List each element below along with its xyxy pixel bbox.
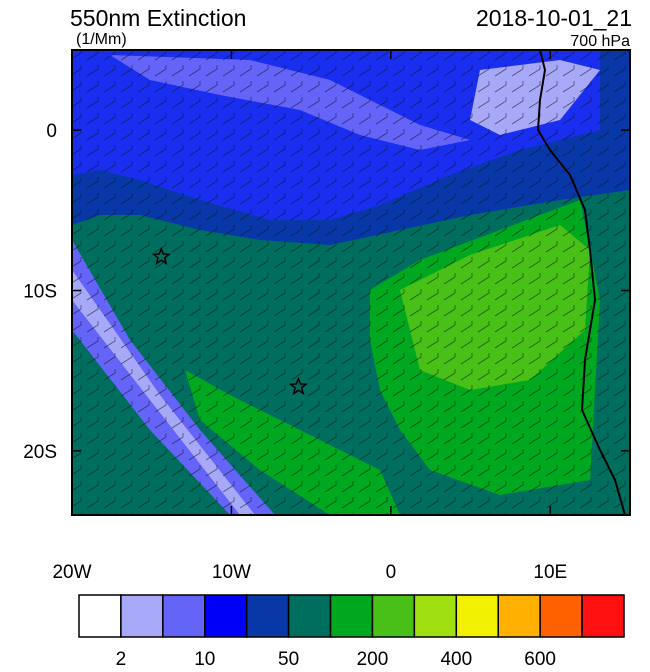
colorbar-label: 10 <box>194 649 215 667</box>
site-marker <box>151 246 171 265</box>
site-marker <box>288 376 308 395</box>
colorbar-box <box>329 594 374 638</box>
colorbar-box <box>539 594 583 638</box>
field <box>72 50 630 515</box>
units: (1/Mm) <box>76 31 127 48</box>
colorbar-box <box>204 594 248 638</box>
time: 2018-10-01_21 <box>476 5 632 31</box>
x-tick-label: 20W <box>52 562 91 583</box>
colorbar-box <box>371 594 416 638</box>
y-tick-label: 10S <box>23 282 57 303</box>
colorbar-label: 50 <box>278 649 299 667</box>
colorbar-box <box>78 594 122 638</box>
axes: 20W 10W 0 10E 0 10S 20S <box>23 50 630 583</box>
colorbar-label: 400 <box>440 649 472 667</box>
colorbar-box <box>287 594 332 638</box>
y-tick-label: 0 <box>46 121 57 142</box>
colorbar-box <box>162 594 206 638</box>
colorbar-box <box>497 594 541 638</box>
level: 700 hPa <box>570 33 630 50</box>
x-tick-label: 10E <box>533 562 567 583</box>
colorbar-box <box>455 594 499 638</box>
colorbar-label: 200 <box>357 649 389 667</box>
title: 550nm Extinction <box>70 5 246 31</box>
colorbar-box <box>581 594 625 638</box>
x-tick-label: 10W <box>212 562 251 583</box>
y-tick-label: 20S <box>23 442 57 463</box>
map-frame <box>71 49 631 516</box>
colorbar-box <box>413 594 458 638</box>
colorbar-label: 600 <box>524 649 556 667</box>
colorbar: 2 10 50 200 400 600 <box>78 594 625 670</box>
colorbar-box <box>120 594 164 638</box>
colorbar-label: 2 <box>116 649 127 667</box>
x-tick-label: 0 <box>386 562 397 583</box>
colorbar-box <box>245 594 290 638</box>
